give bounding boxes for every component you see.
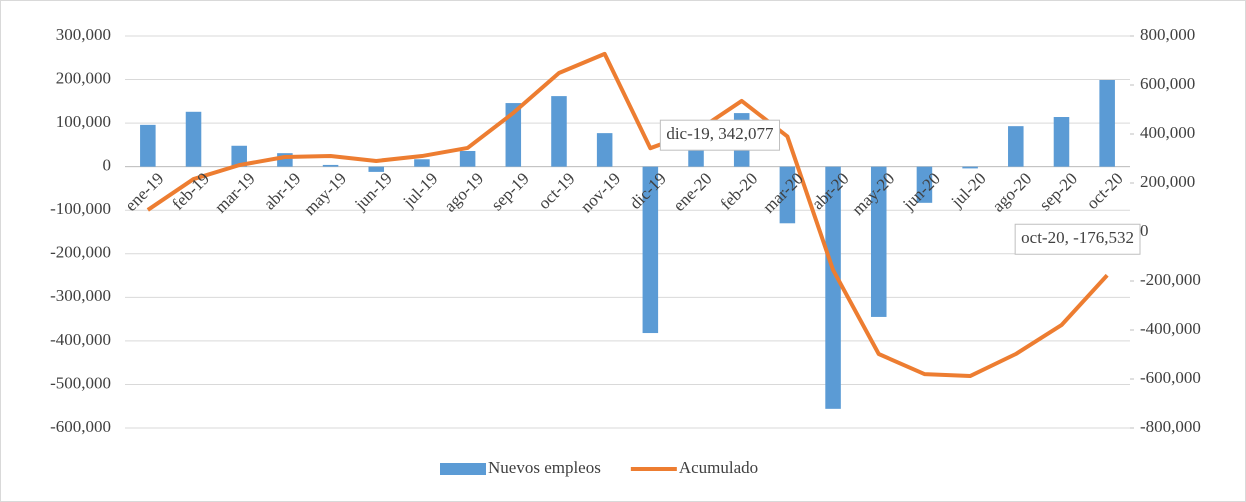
y-tick-label: -100,000 bbox=[50, 199, 111, 218]
bar bbox=[185, 111, 202, 167]
bar bbox=[368, 166, 385, 172]
data-label: oct-20, -176,532 bbox=[1021, 228, 1134, 247]
data-label-box bbox=[659, 119, 781, 151]
y2-tick-label: -800,000 bbox=[1140, 417, 1201, 436]
y-tick-label: 100,000 bbox=[56, 112, 111, 131]
y2-tick-label: -600,000 bbox=[1140, 368, 1201, 387]
bar bbox=[231, 145, 247, 167]
legend-swatch bbox=[440, 463, 486, 475]
bar bbox=[459, 150, 476, 167]
y-tick-label: -400,000 bbox=[50, 330, 111, 349]
bar bbox=[1053, 117, 1070, 167]
y-tick-label: -200,000 bbox=[50, 243, 111, 262]
bar bbox=[596, 133, 613, 167]
y-tick-label: -500,000 bbox=[50, 373, 111, 392]
legend-label: Nuevos empleos bbox=[488, 458, 601, 477]
y2-tick-label: -400,000 bbox=[1140, 319, 1201, 338]
y2-tick-label: -200,000 bbox=[1140, 270, 1201, 289]
y-tick-label: 200,000 bbox=[56, 68, 111, 87]
data-label-box bbox=[1014, 223, 1141, 255]
y-tick-label: -300,000 bbox=[50, 286, 111, 305]
bar bbox=[825, 166, 841, 409]
y2-tick-label: 800,000 bbox=[1140, 25, 1195, 44]
y2-tick-label: 600,000 bbox=[1140, 74, 1195, 93]
data-label: dic-19, 342,077 bbox=[666, 124, 774, 143]
bar bbox=[870, 166, 887, 317]
y-tick-label: 300,000 bbox=[56, 25, 111, 44]
legend-label: Acumulado bbox=[679, 458, 758, 477]
bar bbox=[962, 166, 978, 169]
y2-tick-label: 200,000 bbox=[1140, 172, 1195, 191]
bar bbox=[551, 96, 567, 167]
bar bbox=[642, 166, 659, 334]
bar bbox=[1008, 126, 1024, 167]
y-tick-label: 0 bbox=[103, 156, 112, 175]
bar bbox=[779, 166, 796, 224]
line bbox=[146, 51, 1109, 379]
bar bbox=[140, 124, 156, 167]
bar bbox=[414, 159, 430, 167]
y-tick-label: -600,000 bbox=[50, 417, 111, 436]
bar bbox=[1099, 79, 1115, 167]
bar bbox=[322, 164, 339, 167]
y2-tick-label: 400,000 bbox=[1140, 123, 1195, 142]
bar bbox=[916, 166, 933, 203]
bar bbox=[505, 103, 522, 167]
y2-tick-label: 0 bbox=[1140, 221, 1149, 240]
